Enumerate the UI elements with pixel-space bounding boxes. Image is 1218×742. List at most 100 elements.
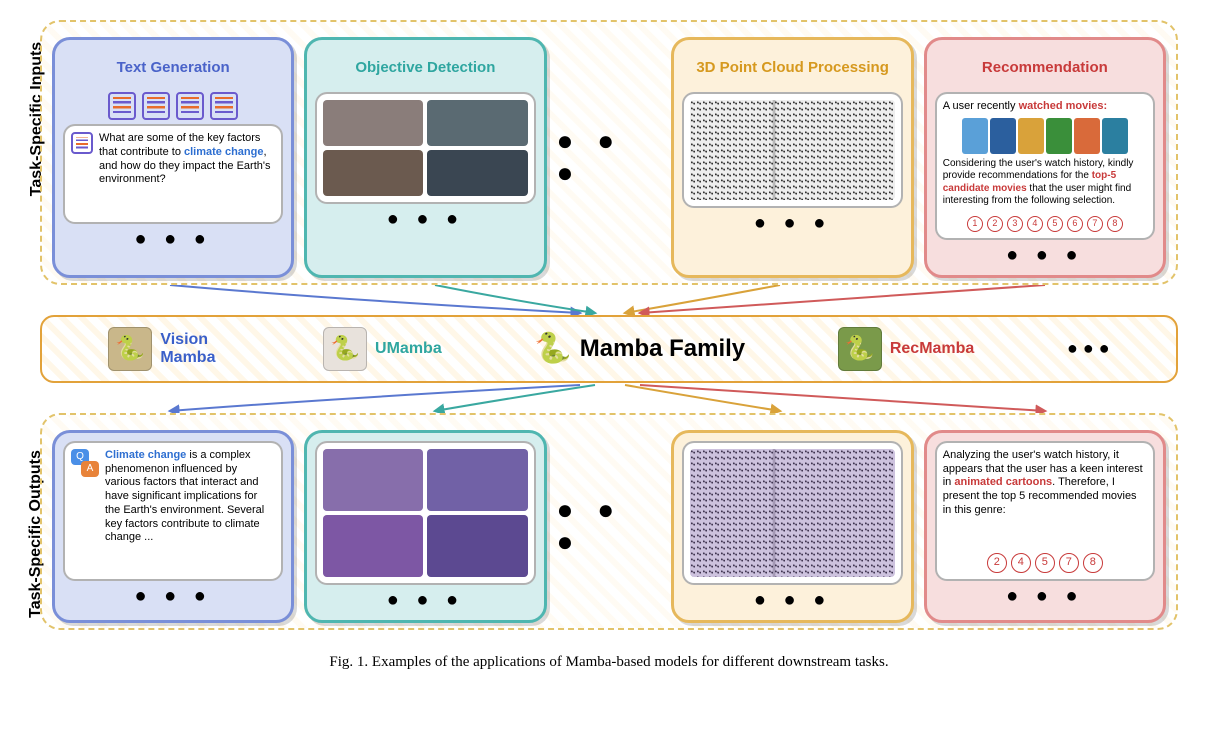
a-bubble-icon: A xyxy=(81,461,99,477)
text-gen-output-text: Climate change is a complex phenomenon i… xyxy=(105,449,275,573)
card-title-recommend: Recommendation xyxy=(982,48,1108,86)
movie-placeholder xyxy=(1074,118,1100,154)
recommend-number: 2 xyxy=(987,553,1007,573)
card-ellipsis-icon: ● ● ● xyxy=(387,208,464,231)
prompt-highlight: climate change xyxy=(184,146,263,158)
family-label: UMamba xyxy=(375,340,442,358)
recommend-number: 4 xyxy=(1027,216,1043,232)
image-grid xyxy=(323,449,527,577)
output-body: is a complex phenomenon influenced by va… xyxy=(105,449,264,544)
doc-icon-row xyxy=(108,92,238,120)
card-recommendation-input: Recommendation A user recently watched m… xyxy=(924,37,1166,278)
arrows-in-to-mid xyxy=(40,285,1178,315)
section-ellipsis-icon: ● ● ● xyxy=(557,125,662,189)
family-ellipsis-icon: ● ● ● xyxy=(1067,338,1110,359)
card-ellipsis-icon: ● ● ● xyxy=(1006,244,1083,267)
pointcloud-output-image xyxy=(682,441,902,585)
pointcloud-image xyxy=(682,92,902,208)
text-gen-prompt: What are some of the key factors that co… xyxy=(99,132,275,187)
doc-icon xyxy=(108,92,136,120)
recommend-number: 8 xyxy=(1083,553,1103,573)
snake-icon: 🐍 xyxy=(108,327,152,371)
recommend-box: A user recently watched movies: Consider… xyxy=(935,92,1155,240)
card-ellipsis-icon: ● ● ● xyxy=(134,585,211,608)
recommend-number: 5 xyxy=(1035,553,1055,573)
recommend-output-box: Analyzing the user's watch history, it a… xyxy=(935,441,1155,581)
pointcloud-placeholder xyxy=(690,100,894,200)
card-ellipsis-icon: ● ● ● xyxy=(387,589,464,612)
inputs-section: Text Generation What are some of the key… xyxy=(40,20,1178,285)
snake-icon: 🐍 xyxy=(534,331,571,366)
card-recommendation-output: Analyzing the user's watch history, it a… xyxy=(924,430,1166,623)
image-placeholder xyxy=(427,150,527,196)
section-ellipsis-icon: ● ● ● xyxy=(557,494,662,558)
mamba-family-bar: 🐍 Vision Mamba 🐍 UMamba 🐍 Mamba Family 🐍… xyxy=(40,315,1178,383)
recommend-body: Considering the user's watch history, ki… xyxy=(943,158,1147,208)
rec-intro-highlight: watched movies: xyxy=(1019,100,1108,112)
card-pointcloud-output: ● ● ● xyxy=(671,430,913,623)
card-ellipsis-icon: ● ● ● xyxy=(134,228,211,251)
recommend-number: 2 xyxy=(987,216,1003,232)
arrows-mid-to-out xyxy=(40,383,1178,413)
image-placeholder xyxy=(427,100,527,146)
card-ellipsis-icon: ● ● ● xyxy=(1006,585,1083,608)
card-ellipsis-icon: ● ● ● xyxy=(754,589,831,612)
card-title-text-gen: Text Generation xyxy=(117,48,230,86)
card-title-obj-det: Objective Detection xyxy=(355,48,495,86)
recommend-output-numbers: 24578 xyxy=(943,553,1147,573)
movie-placeholder xyxy=(1102,118,1128,154)
recommend-intro: A user recently watched movies: xyxy=(943,100,1147,114)
rec-intro-plain: A user recently xyxy=(943,100,1019,112)
image-placeholder xyxy=(323,100,423,146)
recommend-number: 7 xyxy=(1087,216,1103,232)
text-gen-output-box: Q A Climate change is a complex phenomen… xyxy=(63,441,283,581)
text-gen-prompt-box: What are some of the key factors that co… xyxy=(63,124,283,224)
pointcloud-placeholder xyxy=(690,449,894,577)
family-item-vision-mamba: 🐍 Vision Mamba xyxy=(108,327,230,371)
card-text-generation-input: Text Generation What are some of the key… xyxy=(52,37,294,278)
recommend-number: 3 xyxy=(1007,216,1023,232)
family-title: Mamba Family xyxy=(580,335,745,363)
image-placeholder xyxy=(323,150,423,196)
obj-det-output-images xyxy=(315,441,535,585)
movie-placeholder xyxy=(962,118,988,154)
qa-icon: Q A xyxy=(71,449,99,477)
recommend-number: 6 xyxy=(1067,216,1083,232)
image-placeholder xyxy=(323,515,423,577)
card-pointcloud-input: 3D Point Cloud Processing ● ● ● xyxy=(671,37,913,278)
figure-caption: Fig. 1. Examples of the applications of … xyxy=(40,654,1178,671)
family-label: Vision Mamba xyxy=(160,331,230,366)
snake-icon: 🐍 xyxy=(323,327,367,371)
snake-icon: 🐍 xyxy=(838,327,882,371)
doc-icon xyxy=(142,92,170,120)
recommend-number: 7 xyxy=(1059,553,1079,573)
outputs-section: Q A Climate change is a complex phenomen… xyxy=(40,413,1178,630)
movie-placeholder xyxy=(990,118,1016,154)
family-label: RecMamba xyxy=(890,340,974,358)
family-item-recmamba: 🐍 RecMamba xyxy=(838,327,974,371)
output-highlight: Climate change xyxy=(105,449,186,461)
rec-out-highlight: animated cartoons xyxy=(954,476,1052,488)
family-center-title: 🐍 Mamba Family xyxy=(534,331,745,366)
family-item-umamba: 🐍 UMamba xyxy=(323,327,442,371)
doc-icon xyxy=(176,92,204,120)
card-title-pointcloud: 3D Point Cloud Processing xyxy=(696,48,889,86)
card-obj-detection-output: ● ● ● xyxy=(304,430,546,623)
recommend-number: 8 xyxy=(1107,216,1123,232)
doc-icon xyxy=(210,92,238,120)
movie-row xyxy=(943,118,1147,154)
movie-placeholder xyxy=(1018,118,1044,154)
image-grid xyxy=(323,100,527,196)
card-text-generation-output: Q A Climate change is a complex phenomen… xyxy=(52,430,294,623)
recommend-number: 1 xyxy=(967,216,983,232)
movie-placeholder xyxy=(1046,118,1072,154)
obj-det-images xyxy=(315,92,535,204)
recommend-output-text: Analyzing the user's watch history, it a… xyxy=(943,449,1147,518)
image-placeholder xyxy=(427,515,527,577)
doc-icon xyxy=(71,132,93,154)
image-placeholder xyxy=(427,449,527,511)
card-obj-detection-input: Objective Detection ● ● ● xyxy=(304,37,546,278)
recommend-number: 4 xyxy=(1011,553,1031,573)
recommend-numbers: 12345678 xyxy=(943,216,1147,232)
card-ellipsis-icon: ● ● ● xyxy=(754,212,831,235)
